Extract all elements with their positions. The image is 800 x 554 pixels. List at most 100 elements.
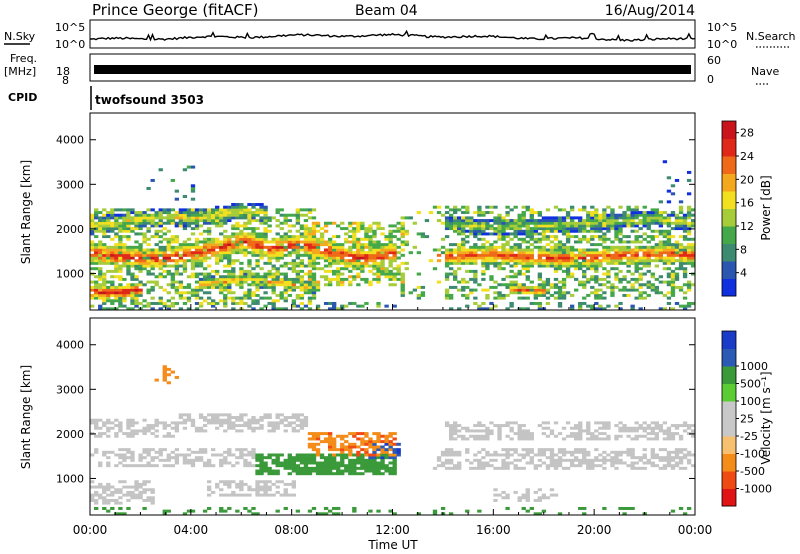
power-cell: [206, 243, 212, 247]
power-cell: [549, 264, 555, 268]
power-cell: [509, 280, 514, 284]
velocity-cell: [553, 421, 559, 425]
power-cell: [182, 251, 188, 255]
power-cell: [336, 267, 341, 271]
power-cell: [235, 296, 240, 300]
power-cell: [174, 280, 180, 284]
power-cell: [553, 267, 559, 271]
power-cell: [311, 235, 317, 239]
power-cell: [267, 251, 272, 255]
power-cell: [194, 243, 200, 247]
velocity-cell: [235, 424, 240, 428]
velocity-cell: [307, 437, 313, 441]
power-cell: [489, 243, 494, 247]
power-cell: [444, 264, 450, 268]
power-cell: [98, 240, 103, 244]
velocity-cell: [352, 445, 357, 449]
velocity-cell: [457, 453, 462, 457]
velocity-cell: [618, 458, 623, 462]
power-cell: [578, 301, 583, 305]
power-cell: [533, 240, 538, 244]
velocity-cell: [327, 461, 333, 465]
velocity-cell: [509, 461, 514, 465]
velocity-cell: [529, 461, 534, 465]
power-cell: [541, 245, 547, 249]
power-cell: [134, 293, 139, 297]
power-cell: [243, 216, 248, 220]
power-cell: [283, 213, 288, 217]
velocity-cell: [368, 440, 373, 444]
velocity-cell: [360, 448, 365, 452]
power-cell: [255, 232, 260, 236]
power-cell: [586, 240, 591, 244]
power-cell: [473, 272, 478, 276]
power-y-label: Slant Range [km]: [19, 160, 33, 264]
power-cell: [553, 229, 559, 233]
power-cell: [275, 253, 280, 257]
power-cell: [497, 221, 502, 225]
power-cell: [170, 248, 175, 252]
power-cell: [412, 221, 417, 225]
power-cell: [110, 213, 115, 217]
nsearch-tick-bottom: 10^0: [707, 38, 737, 51]
power-cell: [255, 208, 260, 212]
velocity-cell: [340, 456, 345, 460]
power-cell: [315, 251, 321, 255]
power-cell: [525, 248, 530, 252]
velocity-cell: [219, 488, 224, 492]
velocity-cell: [682, 421, 688, 425]
power-cell: [356, 253, 361, 257]
power-cell: [448, 248, 454, 252]
power-cell: [110, 256, 115, 260]
power-cell: [412, 245, 417, 249]
velocity-cell: [243, 421, 248, 425]
power-cell: [231, 259, 236, 263]
power-cell: [211, 299, 216, 303]
power-cell: [227, 264, 232, 268]
velocity-cell: [323, 432, 329, 436]
velocity-cell: [170, 434, 175, 438]
power-cell: [602, 221, 607, 225]
power-cell: [485, 296, 490, 300]
power-cell: [400, 232, 405, 236]
velocity-cell: [259, 458, 264, 462]
velocity-cell: [102, 501, 107, 505]
power-cell: [646, 216, 651, 220]
power-cell: [134, 232, 139, 236]
power-cell: [251, 307, 256, 311]
power-cell: [590, 267, 595, 271]
power-cell: [215, 240, 220, 244]
velocity-cell: [206, 485, 212, 489]
power-cell: [231, 235, 236, 239]
power-cell: [368, 224, 373, 228]
power-cell: [505, 283, 510, 287]
power-cell: [525, 251, 530, 255]
power-cell: [235, 224, 240, 228]
power-cell: [267, 261, 272, 265]
power-cell: [614, 267, 619, 271]
power-cell: [658, 291, 664, 295]
velocity-cell: [545, 464, 551, 468]
power-cell: [211, 211, 216, 215]
velocity-colorbar-tick: 100: [740, 395, 761, 408]
power-cell: [311, 245, 317, 249]
power-cell: [380, 256, 385, 260]
power-cell: [231, 280, 236, 284]
power-cell: [529, 221, 534, 225]
power-cell: [90, 229, 95, 233]
velocity-cell: [614, 437, 619, 441]
power-cell: [126, 253, 131, 257]
velocity-cell: [134, 432, 139, 436]
power-cell: [166, 240, 171, 244]
power-cell: [215, 259, 220, 263]
velocity-cell: [279, 480, 284, 484]
power-cell: [106, 293, 111, 297]
power-cell: [654, 285, 659, 289]
power-cell: [138, 248, 143, 252]
power-cell: [497, 267, 502, 271]
power-cell: [311, 291, 317, 295]
power-cell: [94, 280, 99, 284]
power-cell: [533, 259, 538, 263]
power-cell: [461, 227, 466, 231]
power-cell: [376, 272, 381, 276]
